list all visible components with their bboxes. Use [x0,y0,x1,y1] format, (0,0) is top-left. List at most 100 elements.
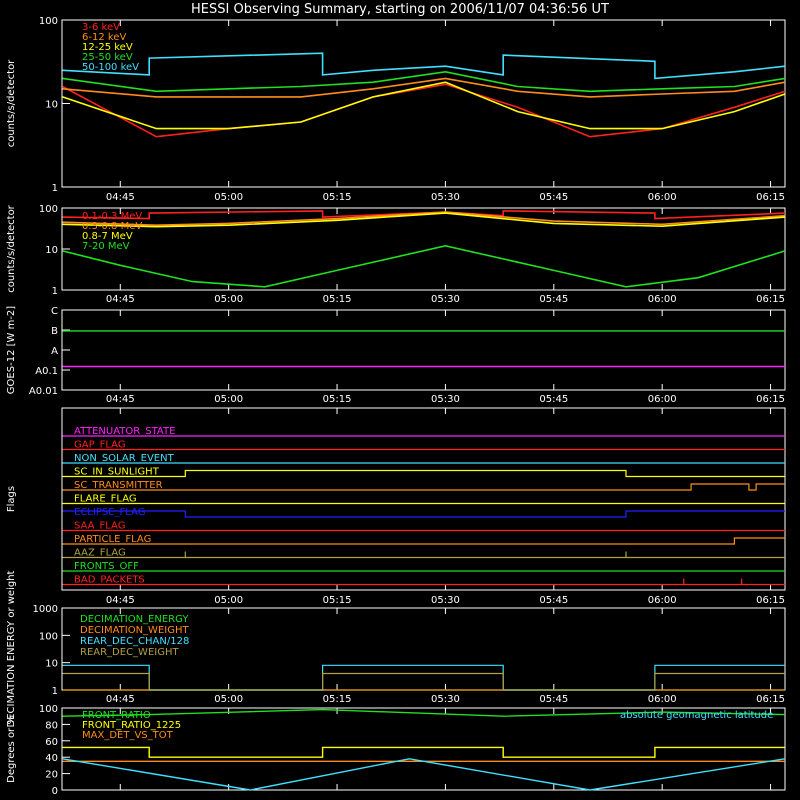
series-line-3 [62,672,785,691]
flag-label-9: AAZ_FLAG [74,548,126,559]
decimation-legend-2: REAR_DEC_CHAN/128 [80,636,189,647]
series-line-0 [62,83,786,138]
panel-low-energy-frame [61,19,786,188]
panel-ratios: 0 20 40 60 80 100 Degrees or % FRONT_RATIOFRONT… [6,704,786,797]
x-tick-label: 05:15 [323,192,352,203]
x-tick-label: 06:15 [756,192,785,203]
x-tick-label: 06:15 [756,294,785,305]
y-tick-label: 100 [39,16,58,27]
x-tick-label: 05:30 [431,192,460,203]
flag-label-0: ATTENUATOR_STATE [74,426,175,437]
y-tick-label: 20 [45,770,58,781]
high-energy-legend-0: 0.1-0.3 MeV [82,211,142,222]
x-tick-label: 04:45 [106,294,135,305]
decimation-legend-3: REAR_DEC_WEIGHT [80,647,179,658]
y-tick-label: 0 [52,786,58,797]
y-tick-label: 100 [39,704,58,715]
flag-line-11 [62,578,785,586]
decimation-legend-1: DECIMATION_WEIGHT [80,625,189,636]
y-tick-label: 80 [45,720,58,731]
panel-low-energy: 04:45 05:00 05:15 05:30 05:45 06:00 06:15 1 10 10… [6,16,786,203]
series-line-1 [62,211,786,227]
x-tick-label: 06:15 [756,595,785,606]
y-tick-label: 100 [39,631,58,642]
x-tick-label: 04:45 [106,694,135,705]
flag-line-6 [62,510,785,518]
flag-label-1: GAP_FLAG [74,440,126,451]
low-energy-legend-2: 12-25 keV [82,42,133,53]
x-tick-label: 05:45 [539,694,568,705]
x-tick-label: 05:30 [431,394,460,405]
high-energy-legend-1: 0.3-0.8 MeV [82,221,142,232]
series-line-1 [62,746,785,758]
series-line-2 [62,664,785,691]
panel-flags-frame [61,407,786,591]
panel-flags: 04:45 05:00 05:15 05:30 05:45 06:00 06:15 Flags… [6,407,786,606]
x-tick-label: 06:15 [756,394,785,405]
y-tick-label: 1 [52,686,58,697]
flag-label-8: PARTICLE_FLAG [74,534,151,545]
x-tick-label: 05:00 [214,595,243,606]
x-tick-label: 06:00 [648,294,677,305]
x-tick-label: 04:45 [106,595,135,606]
x-tick-label: 05:30 [431,294,460,305]
y-tick-label: C [51,306,58,317]
series-line-4 [62,52,786,80]
low-energy-ylabel: counts/s/detector [6,59,17,147]
y-tick-label: 10 [45,659,58,670]
y-tick-label: A0.1 [35,366,58,377]
x-tick-label: 05:00 [214,294,243,305]
ratios-legend-1: FRONT_RATIO_1225 [82,720,181,731]
figure-title: HESSI Observing Summary, starting on 200… [191,2,609,17]
decimation-ylabel: DECIMATION ENERGY or weight [6,570,17,727]
low-energy-legend-4: 50-100 keV [82,62,139,73]
panel-decimation: 04:45 05:00 05:15 05:30 05:45 06:00 06:15 1 10 10… [6,570,786,727]
y-tick-label: A [51,346,58,357]
ratios-legend-2: MAX_DET_VS_TOT [82,730,174,741]
flags-ylabel: Flags [6,486,17,512]
series-line-0 [62,708,786,717]
series-line-3 [62,244,786,288]
flag-line-9 [62,551,785,559]
low-energy-legend-1: 6-12 keV [82,32,126,43]
panel-high-energy-frame [61,207,786,291]
x-tick-label: 06:15 [756,694,785,705]
panel-goes: 04:45 05:00 05:15 05:30 05:45 06:00 06:15 A0.01… [6,306,786,405]
x-tick-label: 05:30 [431,694,460,705]
series-line-2 [62,212,786,228]
y-tick-label: 10 [45,100,58,111]
x-tick-label: 05:15 [323,394,352,405]
x-tick-label: 06:00 [648,394,677,405]
series-line-1 [62,77,786,98]
panel-ratios-frame [61,707,786,791]
x-tick-label: 05:45 [539,192,568,203]
y-tick-label: 60 [45,737,58,748]
ratios-ylabel: Degrees or % [6,715,17,783]
ratios-annotation: absolute geomagnetic latitude [620,710,773,721]
x-tick-label: 04:45 [106,394,135,405]
panels: 04:45 05:00 05:15 05:30 05:45 06:00 06:1511010… [6,16,786,797]
x-tick-label: 06:00 [648,694,677,705]
x-tick-label: 05:45 [539,595,568,606]
goes-ylabel: GOES-12 [W m-2] [6,306,17,394]
x-tick-label: 05:15 [323,294,352,305]
high-energy-legend-2: 0.8-7 MeV [82,231,133,242]
series-line-3 [62,758,786,791]
y-tick-label: 1 [52,183,58,194]
x-tick-label: 05:15 [323,595,352,606]
x-tick-label: 05:00 [214,192,243,203]
high-energy-legend-3: 7-20 MeV [82,241,130,252]
flag-line-3 [62,469,785,478]
flag-label-6: ECLIPSE_FLAG [74,507,145,518]
flag-label-11: BAD_PACKETS [74,575,145,586]
y-tick-label: B [51,326,58,337]
x-tick-label: 05:00 [214,394,243,405]
flag-label-2: NON_SOLAR_EVENT [74,453,175,464]
panel-goes-frame [61,309,786,391]
x-tick-label: 05:45 [539,294,568,305]
series-line-2 [62,81,786,130]
y-tick-label: 1000 [33,604,58,615]
x-tick-label: 04:45 [106,192,135,203]
ratios-legend-0: FRONT_RATIO [82,710,151,721]
